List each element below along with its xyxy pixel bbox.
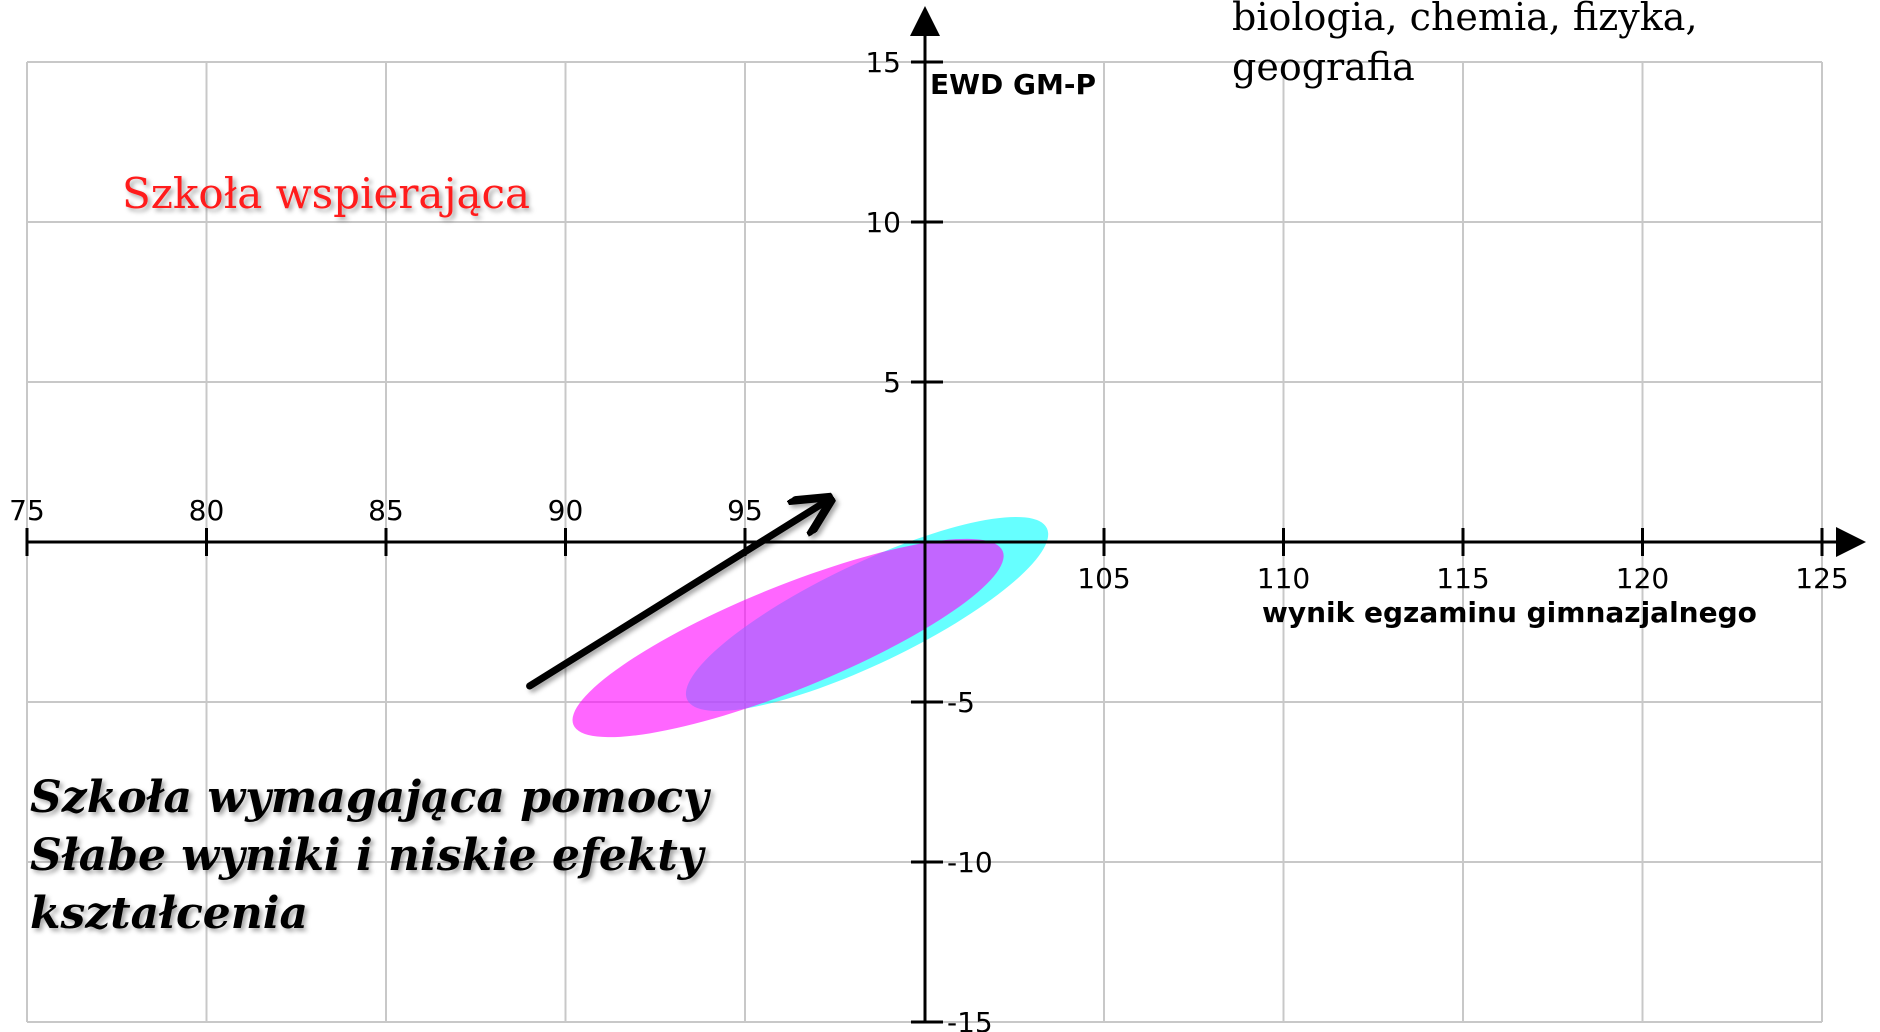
x-tick-label: 80	[189, 494, 225, 527]
x-tick-label: 120	[1616, 562, 1669, 595]
subject-label-line-2: geografia	[1232, 45, 1415, 89]
x-tick-label: 85	[368, 494, 404, 527]
y-axis-title: EWD GM-P	[930, 68, 1096, 101]
x-tick-label: 75	[9, 494, 45, 527]
confidence-ellipse-2	[572, 538, 1004, 738]
chart-axes	[27, 6, 1866, 1022]
annotation-help-line-2: Słabe wyniki i niskie efekty	[30, 830, 707, 881]
y-tick-label: 15	[865, 46, 901, 79]
annotation-help-line-1: Szkoła wymagająca pomocy	[30, 772, 712, 823]
x-tick-label: 125	[1795, 562, 1848, 595]
y-tick-label: -15	[947, 1006, 993, 1032]
trend-arrow	[526, 500, 828, 690]
x-tick-label: 105	[1077, 562, 1130, 595]
y-tick-label: 10	[865, 206, 901, 239]
x-tick-label: 110	[1257, 562, 1310, 595]
annotation-help-line-3: kształcenia	[30, 888, 308, 939]
y-tick-label: -10	[947, 846, 993, 879]
chart-ellipses	[572, 516, 1049, 738]
x-axis-title: wynik egzaminu gimnazjalnego	[1262, 596, 1757, 629]
y-tick-label: -5	[947, 686, 975, 719]
y-tick-label: 5	[883, 366, 901, 399]
x-tick-label: 90	[548, 494, 584, 527]
subject-label-line-1: biologia, chemia, fizyka,	[1232, 0, 1698, 39]
x-tick-label: 95	[727, 494, 763, 527]
trend-arrow-layer	[526, 500, 828, 690]
x-tick-label: 115	[1436, 562, 1489, 595]
annotation-support-school: Szkoła wspierająca	[122, 169, 530, 218]
